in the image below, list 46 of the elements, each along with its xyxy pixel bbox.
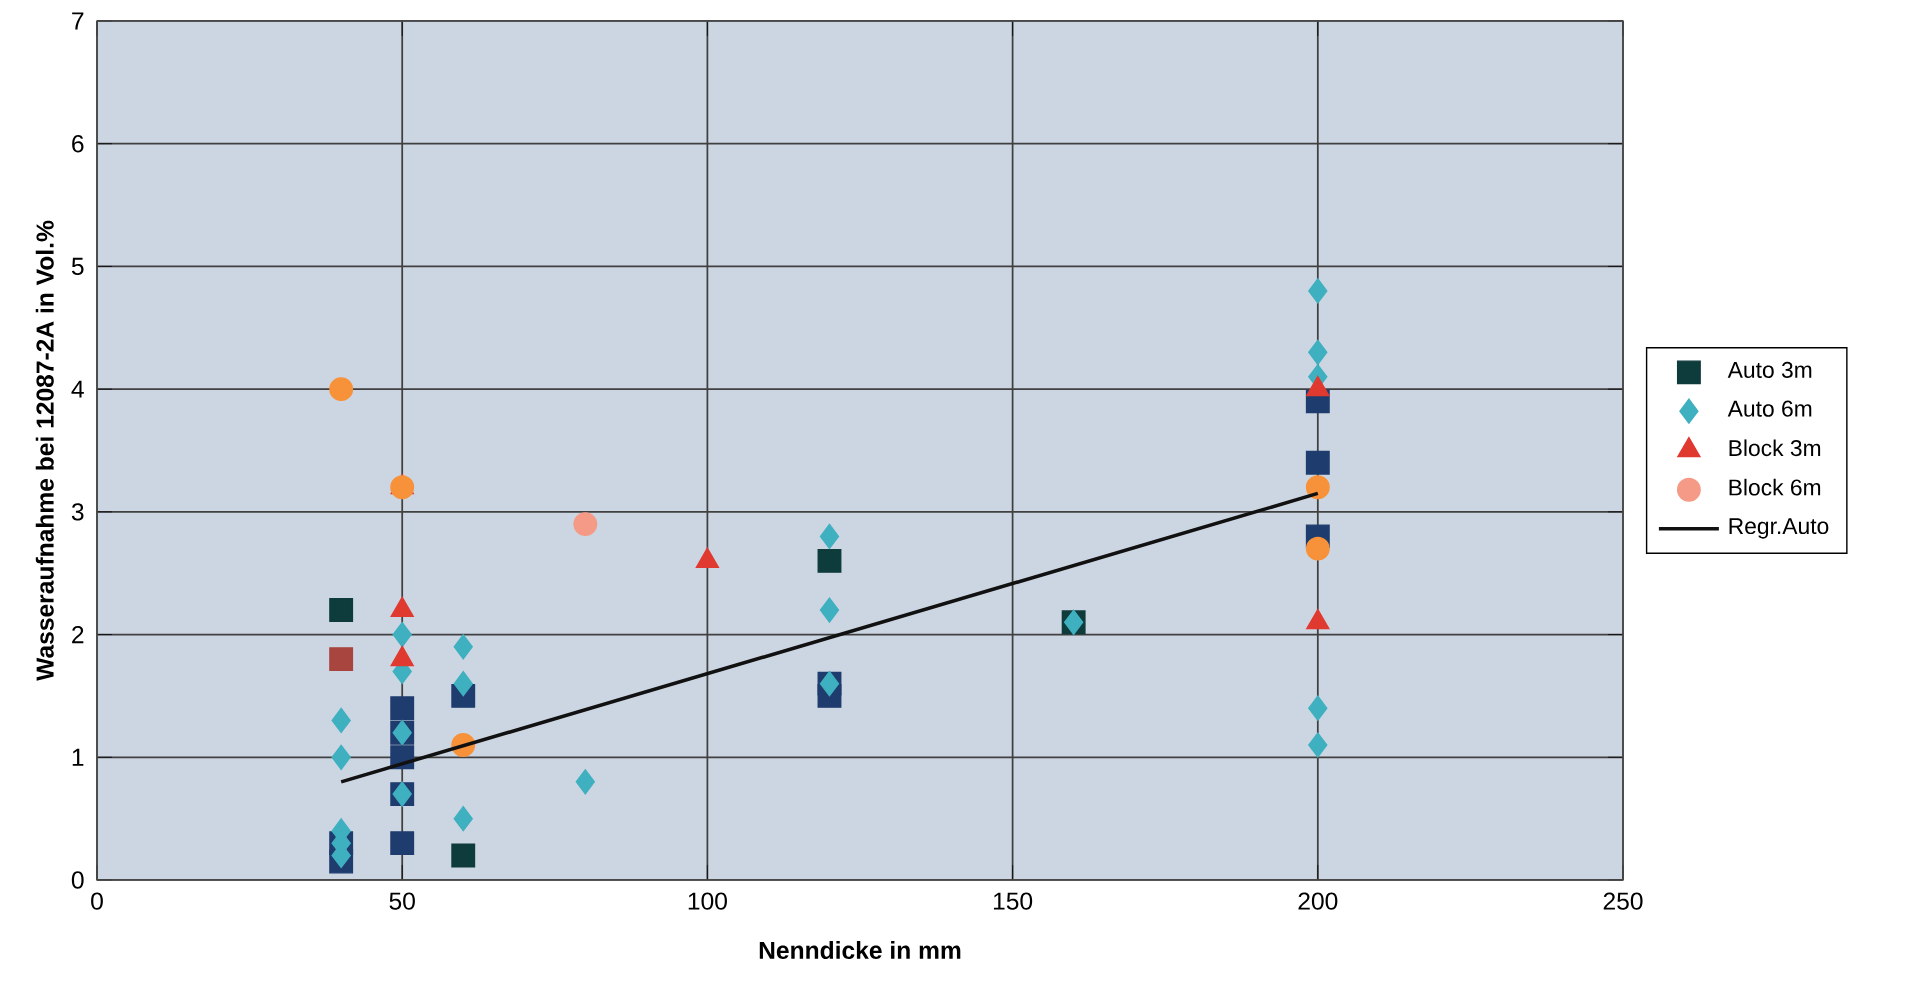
y-tick-label: 2 — [72, 626, 84, 644]
point — [329, 598, 354, 622]
point — [1305, 475, 1330, 500]
point — [390, 475, 415, 500]
legend-label: Block 6m — [1729, 478, 1821, 496]
y-tick-label: 0 — [71, 871, 84, 889]
legend-label: Regr.Auto — [1729, 518, 1829, 539]
point — [329, 647, 354, 672]
point — [392, 621, 412, 648]
point — [1308, 695, 1328, 721]
legend-label: Auto 6m — [1727, 400, 1812, 417]
point — [819, 597, 840, 623]
point — [451, 843, 476, 868]
x-tick-label: 250 — [1603, 892, 1643, 910]
point — [329, 377, 354, 402]
point — [817, 548, 842, 573]
point — [331, 744, 351, 770]
x-tick-label: 0 — [91, 892, 103, 910]
point — [1305, 536, 1330, 561]
y-tick-label: 3 — [71, 503, 84, 521]
point — [390, 831, 415, 856]
point — [819, 523, 840, 550]
x-axis-title: Nenndicke in mm — [759, 941, 961, 960]
y-tick-label: 1 — [72, 748, 84, 766]
x-tick-label: 200 — [1298, 892, 1338, 910]
x-tick-label: 100 — [688, 892, 727, 910]
point — [453, 670, 473, 697]
point — [390, 696, 415, 721]
x-tick-label: 150 — [993, 892, 1033, 910]
point — [1305, 450, 1330, 475]
point — [1308, 339, 1328, 365]
y-axis-title: Wasseraufnahme bei 12087-2A in Vol.% — [35, 220, 54, 681]
legend-label: Block 3m — [1729, 439, 1821, 457]
x-tick-label: 50 — [389, 892, 415, 910]
y-tick-label: 4 — [71, 380, 84, 398]
y-tick-label: 5 — [71, 257, 84, 275]
point — [331, 707, 351, 734]
point — [1308, 278, 1328, 304]
point — [453, 805, 473, 832]
point — [453, 634, 473, 660]
y-tick-label: 6 — [72, 135, 84, 153]
point — [575, 769, 595, 795]
point — [573, 512, 598, 537]
legend-label: Auto 3m — [1727, 361, 1812, 378]
point — [1308, 732, 1328, 758]
y-tick-label: 7 — [72, 12, 84, 30]
